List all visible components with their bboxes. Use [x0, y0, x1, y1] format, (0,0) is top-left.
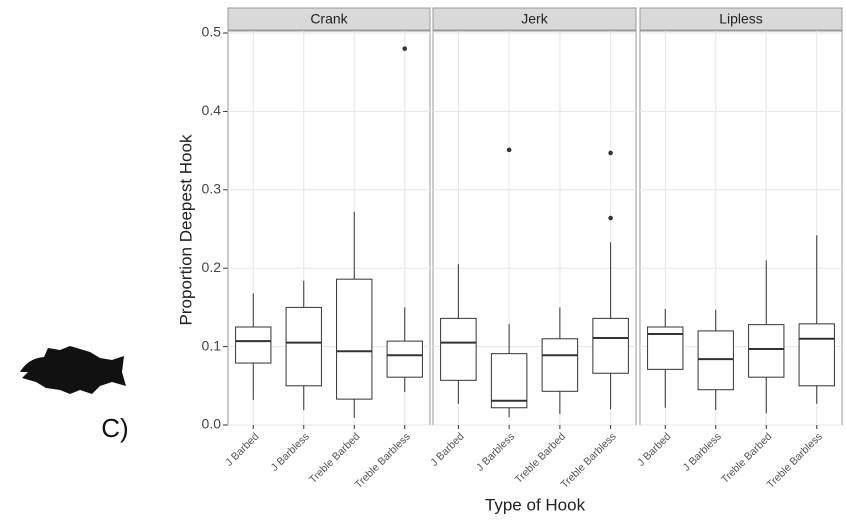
- panel-letter: C): [101, 413, 128, 443]
- facet-title: Jerk: [521, 11, 548, 27]
- box: [798, 323, 835, 387]
- y-tick-label: 0.1: [202, 337, 222, 353]
- x-tick-label: J Barbed: [223, 430, 261, 468]
- x-tick-label: J Barbed: [635, 430, 673, 468]
- box: [285, 306, 322, 387]
- y-tick-label: 0.0: [202, 416, 222, 432]
- x-tick-label: J Barbed: [428, 430, 466, 468]
- box: [336, 278, 373, 400]
- x-tick-label: J Barbless: [474, 431, 517, 474]
- facet-title: Crank: [310, 11, 348, 27]
- box: [748, 324, 785, 378]
- outlier: [506, 147, 512, 153]
- box: [440, 317, 477, 381]
- facet-strip: [432, 7, 637, 31]
- fish-icon: [20, 346, 126, 394]
- facet-strip: [639, 7, 843, 31]
- facet-title: Lipless: [719, 11, 763, 27]
- x-tick-label: J Barbless: [269, 431, 312, 474]
- box: [490, 353, 528, 409]
- x-axis-title: Type of Hook: [485, 495, 586, 514]
- y-axis-title: Proportion Deepest Hook: [176, 134, 195, 325]
- x-tick-label: Treble Barbed: [307, 430, 362, 485]
- x-tick-label: Treble Barbed: [719, 430, 774, 485]
- facet-strip: [227, 7, 431, 31]
- outlier: [402, 46, 408, 51]
- y-tick-label: 0.5: [202, 24, 222, 40]
- box: [235, 326, 272, 364]
- x-tick-label: J Barbless: [681, 431, 724, 474]
- y-tick-label: 0.4: [202, 102, 222, 118]
- x-tick-label: Treble Barbed: [513, 430, 568, 485]
- y-tick-label: 0.3: [202, 181, 222, 197]
- box: [386, 340, 423, 378]
- box: [592, 317, 629, 374]
- outlier: [608, 150, 613, 156]
- box: [697, 330, 734, 391]
- outlier: [608, 215, 613, 221]
- box: [541, 338, 579, 392]
- y-tick-label: 0.2: [202, 259, 222, 275]
- x-tick-label: Treble Barbless: [558, 431, 618, 491]
